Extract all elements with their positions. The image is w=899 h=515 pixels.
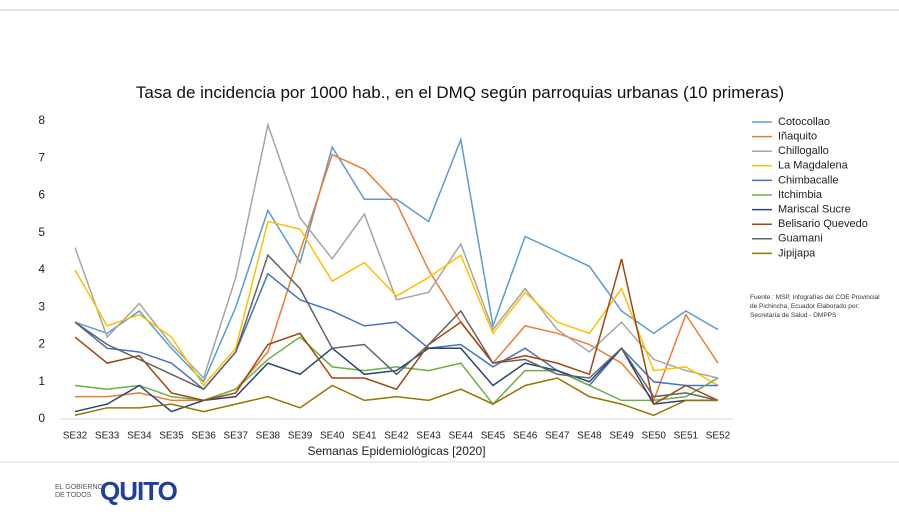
x-tick-label: SE43 (416, 431, 441, 442)
y-tick-label: 8 (38, 113, 45, 127)
legend-label: Itchimbia (778, 189, 823, 201)
legend-label: Iñaquito (778, 131, 817, 143)
x-tick-label: SE32 (63, 431, 88, 442)
x-tick-label: SE34 (127, 431, 152, 442)
chart-title: Tasa de incidencia por 1000 hab., en el … (135, 83, 785, 102)
legend-label: Mariscal Sucre (778, 204, 851, 216)
x-tick-label: SE38 (256, 431, 281, 442)
series-line (74, 377, 718, 417)
y-tick-label: 1 (38, 374, 45, 388)
y-tick-label: 0 (38, 411, 45, 425)
series-line (74, 121, 719, 380)
x-tick-label: SE52 (706, 431, 731, 442)
x-tick-label: SE48 (577, 431, 602, 442)
y-tick-label: 4 (38, 262, 45, 276)
series-line (74, 258, 719, 406)
x-tick-label: SE41 (352, 431, 377, 442)
logo-gobierno: EL GOBIERNO DE TODOS (55, 484, 103, 499)
x-tick-label: SE42 (384, 431, 409, 442)
y-tick-label: 5 (38, 225, 45, 239)
legend-label: La Magdalena (778, 160, 849, 172)
series-line (74, 272, 718, 391)
x-tick-label: SE40 (320, 431, 345, 442)
legend-label: Cotocollao (778, 116, 830, 128)
series-line (74, 220, 719, 387)
x-tick-label: SE46 (513, 431, 538, 442)
series-line (74, 346, 718, 413)
x-tick-label: SE50 (641, 431, 666, 442)
legend-label: Chimbacalle (778, 174, 839, 186)
x-tick-label: SE36 (191, 431, 216, 442)
x-tick-label: SE47 (545, 431, 570, 442)
x-tick-label: SE37 (224, 431, 249, 442)
x-tick-label: SE51 (674, 431, 699, 442)
series-line (74, 253, 719, 402)
x-tick-label: SE49 (609, 431, 634, 442)
y-tick-label: 6 (38, 188, 45, 202)
series-line (74, 336, 719, 406)
legend-label: Chillogallo (778, 145, 829, 157)
x-tick-label: SE44 (449, 431, 474, 442)
legend-label: Guamani (778, 233, 823, 245)
x-axis-label: Semanas Epidemiológicas [2020] (307, 444, 485, 458)
x-tick-label: SE39 (288, 431, 313, 442)
y-tick-label: 2 (38, 337, 45, 351)
legend-label: Jipijapa (778, 247, 816, 259)
source-note: Fuente : MSP, Infografías del COE Provin… (750, 294, 880, 319)
x-tick-label: SE33 (95, 431, 120, 442)
x-tick-label: SE35 (159, 431, 184, 442)
series-line (75, 153, 719, 402)
legend-label: Belisario Quevedo (778, 218, 868, 230)
logo-quito: QUITO (100, 476, 178, 506)
y-tick-label: 3 (38, 299, 45, 313)
x-tick-label: SE45 (481, 431, 506, 442)
y-tick-label: 7 (38, 150, 45, 164)
